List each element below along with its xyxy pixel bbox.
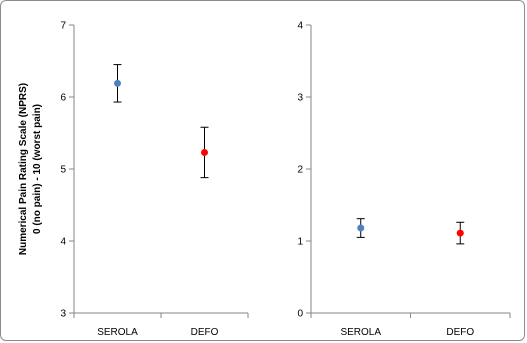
data-point (357, 224, 365, 232)
y-tick-label: 2 (297, 165, 303, 176)
y-tick-label: 4 (60, 237, 66, 248)
y-tick-label: 4 (297, 21, 303, 32)
data-point (114, 79, 121, 87)
data-point (456, 229, 464, 237)
y-axis-label-line2: 0 (no pain) - 10 (worst pain) (32, 104, 43, 234)
y-axis-label-line1: Numerical Pain Rating Scale (NPRS) (18, 83, 29, 255)
x-tick-label: DEFO (446, 327, 474, 338)
y-tick-label: 0 (297, 309, 303, 320)
y-tick-label: 5 (60, 165, 66, 176)
y-tick-label: 1 (297, 237, 303, 248)
y-tick-label: 7 (60, 21, 66, 32)
x-tick-label: SEROLA (97, 327, 138, 338)
y-tick-label: 6 (60, 93, 66, 104)
y-tick-label: 3 (60, 309, 66, 320)
y-tick-label: 3 (297, 93, 303, 104)
x-tick-label: SEROLA (340, 327, 381, 338)
data-point (201, 148, 208, 156)
x-tick-label: DEFO (191, 327, 219, 338)
